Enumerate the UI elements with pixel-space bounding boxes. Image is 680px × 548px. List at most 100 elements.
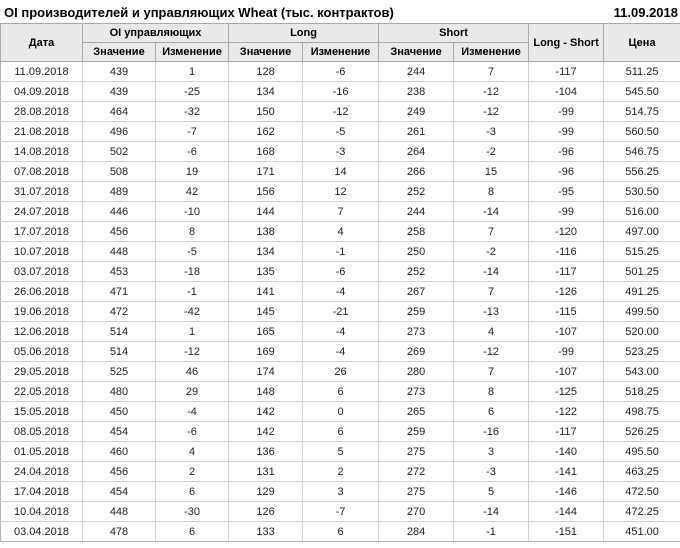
price-cell: 501.25 bbox=[603, 261, 680, 282]
oi-change-cell: -6 bbox=[154, 421, 230, 442]
oi-change-cell: 42 bbox=[154, 181, 230, 202]
long-short-cell: -96 bbox=[528, 141, 605, 162]
table-row: 10.04.2018 448 -30 126 -7 270 -14 -144 472.25 bbox=[0, 501, 680, 522]
oi-change-cell: 2 bbox=[154, 461, 230, 482]
date-cell: 24.04.2018 bbox=[0, 461, 83, 482]
oi-change-cell: 19 bbox=[154, 161, 230, 182]
long-short-cell: -144 bbox=[528, 501, 605, 522]
price-cell: 514.75 bbox=[603, 101, 680, 122]
oi-change-cell: -4 bbox=[154, 401, 230, 422]
long-value-cell: 162 bbox=[228, 121, 304, 142]
table-row: 28.08.2018 464 -32 150 -12 249 -12 -99 514.75 bbox=[0, 101, 680, 122]
table-row: 10.07.2018 448 -5 134 -1 250 -2 -116 515.25 bbox=[0, 241, 680, 262]
table-row: 19.06.2018 472 -42 145 -21 259 -13 -115 499.50 bbox=[0, 301, 680, 322]
long-short-cell: -117 bbox=[528, 61, 605, 82]
table-row: 17.07.2018 456 8 138 4 258 7 -120 497.00 bbox=[0, 221, 680, 242]
date-cell: 31.07.2018 bbox=[0, 181, 83, 202]
date-cell: 01.05.2018 bbox=[0, 441, 83, 462]
oi-value-cell: 448 bbox=[82, 501, 156, 522]
short-value-cell: 273 bbox=[378, 321, 455, 342]
short-value-cell: 244 bbox=[378, 61, 455, 82]
short-change-cell: 8 bbox=[453, 381, 530, 402]
short-change-cell: -3 bbox=[453, 461, 530, 482]
short-value-cell: 259 bbox=[378, 421, 455, 442]
col-group-short: Short bbox=[378, 23, 530, 43]
report-date: 11.09.2018 bbox=[613, 4, 678, 20]
oi-change-cell: 4 bbox=[154, 441, 230, 462]
date-cell: 29.05.2018 bbox=[0, 361, 83, 382]
oi-change-cell: -25 bbox=[154, 81, 230, 102]
long-short-cell: -95 bbox=[528, 181, 605, 202]
short-change-cell: 6 bbox=[453, 401, 530, 422]
oi-change-cell: -5 bbox=[154, 241, 230, 262]
price-cell: 515.25 bbox=[603, 241, 680, 262]
price-cell: 451.00 bbox=[603, 521, 680, 542]
col-header-short-change: Изменение bbox=[453, 42, 530, 62]
oi-value-cell: 453 bbox=[82, 261, 156, 282]
long-change-cell: 14 bbox=[302, 161, 380, 182]
oi-change-cell: 1 bbox=[154, 61, 230, 82]
long-value-cell: 165 bbox=[228, 321, 304, 342]
long-value-cell: 131 bbox=[228, 461, 304, 482]
oi-value-cell: 446 bbox=[82, 201, 156, 222]
oi-change-cell: -1 bbox=[154, 281, 230, 302]
price-cell: 523.25 bbox=[603, 341, 680, 362]
long-change-cell: 7 bbox=[302, 201, 380, 222]
table-row: 01.05.2018 460 4 136 5 275 3 -140 495.50 bbox=[0, 441, 680, 462]
col-header-long-short: Long - Short bbox=[528, 23, 605, 62]
long-change-cell: 3 bbox=[302, 481, 380, 502]
table-row: 29.05.2018 525 46 174 26 280 7 -107 543.00 bbox=[0, 361, 680, 382]
oi-change-cell: -42 bbox=[154, 301, 230, 322]
short-value-cell: 252 bbox=[378, 181, 455, 202]
table-row: 21.08.2018 496 -7 162 -5 261 -3 -99 560.50 bbox=[0, 121, 680, 142]
long-short-cell: -99 bbox=[528, 341, 605, 362]
short-value-cell: 280 bbox=[378, 361, 455, 382]
long-value-cell: 136 bbox=[228, 441, 304, 462]
long-change-cell: 0 bbox=[302, 401, 380, 422]
long-short-cell: -99 bbox=[528, 121, 605, 142]
long-change-cell: -5 bbox=[302, 121, 380, 142]
long-value-cell: 126 bbox=[228, 501, 304, 522]
price-cell: 556.25 bbox=[603, 161, 680, 182]
short-value-cell: 259 bbox=[378, 301, 455, 322]
long-short-cell: -122 bbox=[528, 401, 605, 422]
short-value-cell: 244 bbox=[378, 201, 455, 222]
long-value-cell: 148 bbox=[228, 381, 304, 402]
long-change-cell: -12 bbox=[302, 101, 380, 122]
col-header-short-value: Значение bbox=[378, 42, 455, 62]
short-change-cell: 7 bbox=[453, 221, 530, 242]
short-value-cell: 252 bbox=[378, 261, 455, 282]
table-row: 07.08.2018 508 19 171 14 266 15 -96 556.25 bbox=[0, 161, 680, 182]
long-value-cell: 145 bbox=[228, 301, 304, 322]
date-cell: 21.08.2018 bbox=[0, 121, 83, 142]
long-value-cell: 134 bbox=[228, 241, 304, 262]
oi-change-cell: 1 bbox=[154, 321, 230, 342]
long-change-cell: 2 bbox=[302, 461, 380, 482]
short-change-cell: -14 bbox=[453, 201, 530, 222]
price-cell: 546.75 bbox=[603, 141, 680, 162]
col-header-oi-change: Изменение bbox=[154, 42, 230, 62]
price-cell: 498.75 bbox=[603, 401, 680, 422]
short-change-cell: -13 bbox=[453, 301, 530, 322]
oi-value-cell: 508 bbox=[82, 161, 156, 182]
price-cell: 497.00 bbox=[603, 221, 680, 242]
date-cell: 07.08.2018 bbox=[0, 161, 83, 182]
long-change-cell: -16 bbox=[302, 81, 380, 102]
oi-value-cell: 456 bbox=[82, 461, 156, 482]
oi-change-cell: -30 bbox=[154, 501, 230, 522]
long-change-cell: -4 bbox=[302, 281, 380, 302]
long-change-cell: -21 bbox=[302, 301, 380, 322]
oi-change-cell: -10 bbox=[154, 201, 230, 222]
short-value-cell: 258 bbox=[378, 221, 455, 242]
oi-change-cell: -18 bbox=[154, 261, 230, 282]
long-value-cell: 141 bbox=[228, 281, 304, 302]
long-change-cell: 6 bbox=[302, 381, 380, 402]
table-body: 11.09.2018 439 1 128 -6 244 7 -117 511.25 04.09.2… bbox=[0, 61, 680, 542]
date-cell: 17.04.2018 bbox=[0, 481, 83, 502]
short-change-cell: 7 bbox=[453, 281, 530, 302]
oi-value-cell: 439 bbox=[82, 81, 156, 102]
long-value-cell: 128 bbox=[228, 61, 304, 82]
date-cell: 26.06.2018 bbox=[0, 281, 83, 302]
price-cell: 545.50 bbox=[603, 81, 680, 102]
